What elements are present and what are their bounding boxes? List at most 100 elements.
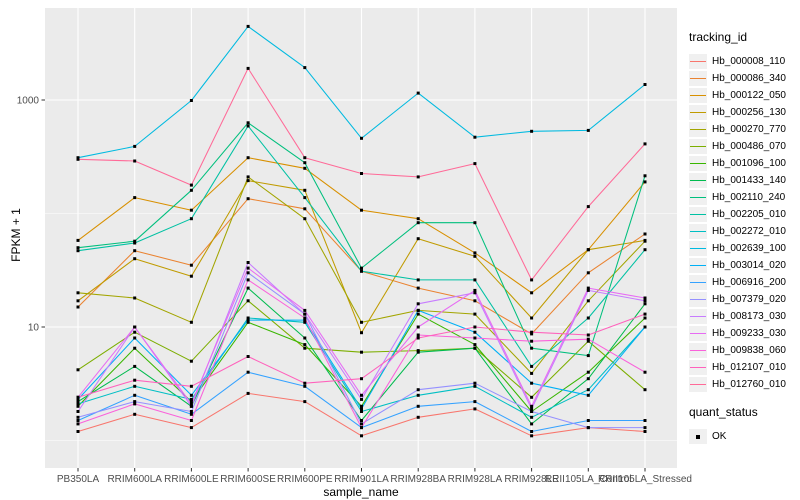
data-point bbox=[473, 135, 477, 139]
data-point bbox=[643, 180, 647, 184]
data-point bbox=[586, 288, 590, 292]
data-point bbox=[530, 291, 534, 295]
data-point bbox=[360, 172, 363, 175]
data-point bbox=[643, 430, 647, 433]
data-point bbox=[133, 330, 137, 334]
legend-label: Hb_000086_340 bbox=[712, 73, 786, 84]
legend-item-Hb_000270_770: Hb_000270_770 bbox=[689, 121, 800, 138]
legend-label: Hb_012107_010 bbox=[712, 362, 786, 373]
data-point bbox=[133, 241, 137, 245]
data-point bbox=[76, 397, 80, 401]
data-point bbox=[530, 381, 534, 385]
data-point bbox=[133, 196, 137, 200]
data-point bbox=[76, 305, 80, 309]
data-point bbox=[643, 325, 647, 329]
data-point bbox=[416, 312, 420, 316]
data-point bbox=[643, 302, 647, 306]
legend-label: Hb_009838_060 bbox=[712, 345, 786, 356]
legend-key bbox=[689, 343, 707, 358]
data-point bbox=[189, 99, 193, 102]
data-point bbox=[416, 349, 420, 353]
legend-key bbox=[689, 156, 707, 171]
data-point bbox=[473, 336, 477, 340]
data-point bbox=[189, 393, 193, 397]
data-point bbox=[586, 393, 590, 397]
data-point bbox=[473, 251, 477, 255]
data-point bbox=[303, 66, 307, 70]
legend-line-swatch bbox=[690, 112, 706, 114]
data-point bbox=[303, 188, 307, 192]
data-point bbox=[189, 404, 193, 408]
data-point bbox=[189, 208, 193, 212]
data-point bbox=[133, 325, 137, 329]
data-point bbox=[360, 350, 363, 354]
data-point bbox=[416, 388, 420, 392]
legend-item-Hb_008173_030: Hb_008173_030 bbox=[689, 308, 800, 325]
legend-item-Hb_012760_010: Hb_012760_010 bbox=[689, 376, 800, 393]
data-point bbox=[133, 400, 137, 404]
data-point bbox=[473, 162, 477, 166]
data-point bbox=[586, 333, 590, 337]
data-point bbox=[473, 291, 477, 295]
data-point bbox=[473, 343, 477, 347]
data-point bbox=[530, 415, 534, 419]
legend-label: OK bbox=[712, 431, 727, 442]
legend-line-swatch bbox=[690, 316, 706, 318]
legend-title-quant-status: quant_status bbox=[689, 405, 758, 419]
legend-key bbox=[689, 241, 707, 256]
data-point bbox=[189, 217, 193, 221]
x-tick-label: RRIM928LA bbox=[448, 474, 503, 485]
data-point bbox=[416, 302, 420, 306]
data-point bbox=[189, 426, 193, 430]
data-point bbox=[473, 278, 477, 282]
data-point bbox=[246, 320, 250, 324]
legend-label: Hb_006916_200 bbox=[712, 277, 786, 288]
legend-item-Hb_003014_020: Hb_003014_020 bbox=[689, 257, 800, 274]
data-point bbox=[246, 121, 250, 125]
data-point bbox=[586, 316, 590, 320]
data-point bbox=[303, 308, 307, 312]
data-point bbox=[586, 339, 590, 343]
legend-item-Hb_001096_100: Hb_001096_100 bbox=[689, 155, 800, 172]
data-point bbox=[303, 318, 307, 322]
legend-key bbox=[689, 258, 707, 273]
legend-quant-status: quant_status OK bbox=[689, 405, 800, 445]
data-point bbox=[586, 128, 590, 132]
data-point bbox=[416, 237, 420, 241]
legend-line-swatch bbox=[690, 367, 706, 369]
legend-quant-items: OK bbox=[689, 428, 800, 445]
x-tick-label: RRII105LA_Control bbox=[545, 474, 632, 485]
legend-line-swatch bbox=[690, 197, 706, 199]
legend-label: Hb_003014_020 bbox=[712, 260, 786, 271]
x-tick-label: RRIM901LA bbox=[334, 474, 389, 485]
data-point bbox=[643, 142, 647, 146]
data-point bbox=[416, 350, 420, 354]
legend-item-Hb_002110_240: Hb_002110_240 bbox=[689, 189, 800, 206]
data-point bbox=[189, 410, 193, 413]
data-point bbox=[133, 384, 137, 388]
data-point bbox=[530, 422, 534, 426]
x-tick-label: RRIM928LE bbox=[504, 474, 559, 485]
legend-line-swatch bbox=[690, 129, 706, 131]
data-point bbox=[473, 288, 477, 292]
legend-item-Hb_002272_010: Hb_002272_010 bbox=[689, 223, 800, 240]
data-point bbox=[133, 159, 137, 163]
legend-key bbox=[689, 105, 707, 120]
legend-key bbox=[689, 275, 707, 290]
data-point bbox=[416, 91, 420, 95]
data-point bbox=[643, 239, 647, 243]
data-point bbox=[76, 291, 80, 295]
legend-key bbox=[689, 173, 707, 188]
data-point bbox=[473, 221, 477, 225]
data-point bbox=[303, 207, 307, 211]
data-point bbox=[416, 217, 420, 221]
data-point bbox=[189, 183, 193, 187]
data-point bbox=[246, 355, 250, 358]
data-point bbox=[189, 419, 193, 422]
data-point bbox=[303, 320, 307, 324]
legend-key bbox=[689, 122, 707, 137]
data-point bbox=[76, 415, 80, 419]
data-point bbox=[530, 434, 534, 438]
legend-line-swatch bbox=[690, 299, 706, 301]
data-point bbox=[76, 249, 80, 253]
